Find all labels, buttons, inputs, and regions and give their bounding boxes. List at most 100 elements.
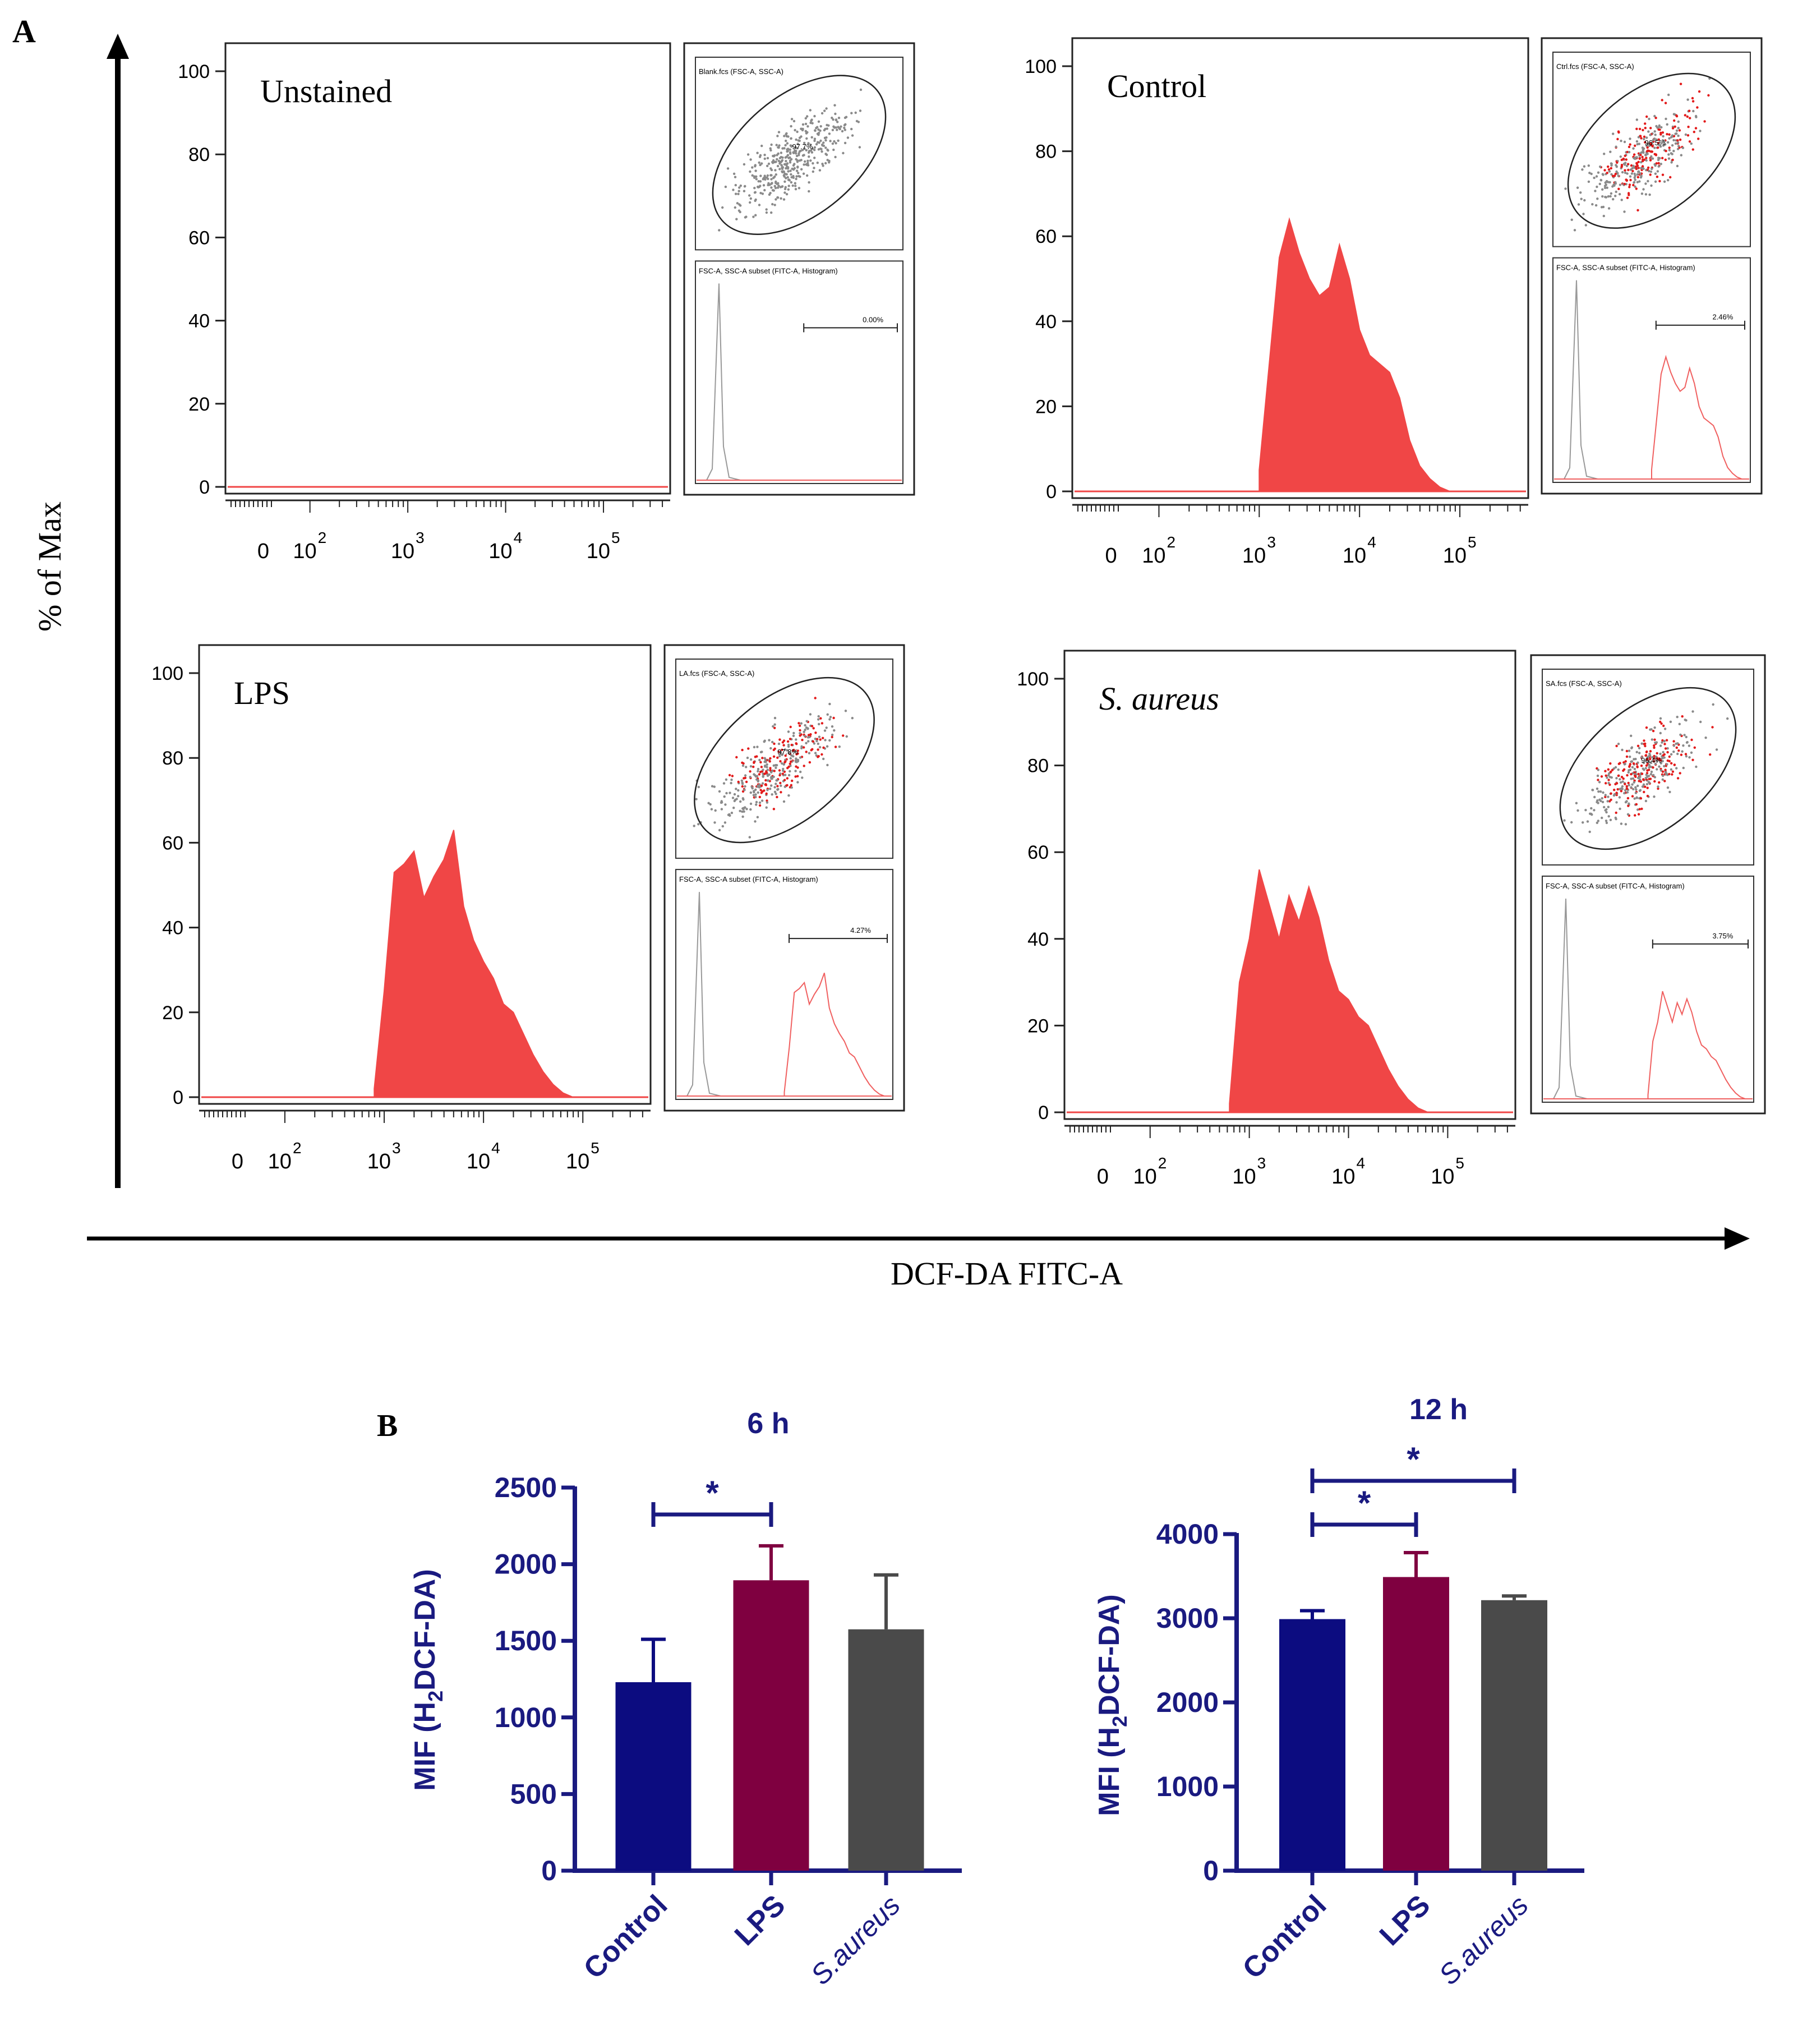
scatter-dot (752, 215, 755, 218)
scatter-dot (1677, 127, 1680, 130)
scatter-dot (768, 759, 771, 763)
scatter-dot (846, 136, 850, 139)
scatter-dot (1629, 137, 1631, 140)
scatter-dot (854, 111, 857, 114)
scatter-dot (1617, 768, 1620, 771)
scatter-dot (758, 795, 762, 799)
scatter-dot (734, 183, 737, 187)
y-tick-label: 20 (1035, 396, 1057, 417)
scatter-dot (787, 170, 790, 173)
scatter-dot (780, 784, 782, 788)
scatter-dot (1619, 807, 1621, 811)
scatter-dot (763, 188, 766, 192)
scatter-dot (1610, 192, 1613, 195)
scatter-dot (789, 725, 792, 729)
scatter-dot (795, 146, 798, 150)
scatter-dot (718, 790, 721, 793)
scatter-dot (1672, 740, 1675, 743)
scatter-dot (1583, 165, 1586, 168)
scatter-dot (1669, 176, 1672, 179)
scatter-dot (741, 807, 744, 810)
inset-unstained-peak (706, 283, 741, 481)
scatter-dot (1631, 169, 1634, 173)
scatter-dot (1657, 128, 1660, 131)
scatter-dot (799, 756, 802, 759)
scatter-dot (797, 172, 800, 174)
scatter-dot (774, 169, 777, 172)
scatter-dot (1611, 768, 1614, 771)
scatter-dot (1570, 218, 1573, 221)
x-tick-exponent: 2 (1158, 1154, 1167, 1172)
scatter-dot (1649, 761, 1653, 765)
scatter-dot (1662, 754, 1665, 757)
scatter-dot (786, 749, 789, 752)
scatter-dot (766, 763, 768, 766)
scatter-dot (1707, 94, 1710, 97)
scatter-dot (1606, 172, 1608, 174)
scatter-dot (789, 762, 792, 765)
scatter-dot (786, 740, 790, 743)
scatter-dot (720, 801, 723, 804)
scatter-dot (749, 201, 752, 204)
scatter-dot (789, 738, 792, 740)
scatter-dot (789, 770, 791, 773)
scatter-dot (817, 718, 820, 721)
scatter-dot (774, 173, 778, 176)
scatter-dot (767, 177, 769, 181)
scatter-dot (764, 761, 767, 763)
scatter-dot (1699, 130, 1702, 132)
scatter-dot (760, 144, 763, 148)
scatter-dot (1646, 794, 1649, 798)
scatter-dot (780, 151, 783, 154)
scatter-dot (1659, 131, 1662, 135)
scatter-dot (1688, 140, 1691, 143)
scatter-dot (758, 804, 762, 807)
scatter-dot (1681, 715, 1684, 718)
scatter-dot (814, 731, 817, 734)
scatter-dot (1647, 166, 1650, 169)
scatter-dot (770, 211, 773, 214)
scatter-dot (1605, 782, 1607, 785)
scatter-dot (1597, 779, 1599, 781)
scatter-dot (1613, 789, 1616, 791)
scatter-dot (812, 740, 815, 743)
scatter-dot (1588, 830, 1591, 834)
scatter-dot (758, 204, 761, 206)
inset-sample-curve (1647, 991, 1753, 1099)
scatter-dot (1654, 117, 1657, 119)
scatter-dot (809, 143, 812, 146)
scatter-dot (749, 808, 752, 811)
x-tick-label: 10 (268, 1150, 292, 1173)
bar-y-tick-label: 3000 (1156, 1603, 1219, 1634)
scatter-dot (776, 779, 779, 782)
scatter-dot (776, 788, 779, 791)
scatter-dot (1656, 170, 1659, 173)
scatter-dot (1617, 774, 1620, 777)
scatter-dot (1622, 162, 1626, 165)
scatter-dot (1686, 134, 1690, 137)
inset-frame (1541, 37, 1763, 495)
scatter-dot (783, 180, 786, 183)
scatter-dot (1619, 762, 1621, 765)
scatter-dot (1616, 137, 1619, 141)
scatter-dot (1620, 776, 1624, 779)
scatter-dot (1691, 100, 1695, 103)
scatter-dot (1684, 719, 1686, 721)
scatter-dot (1647, 775, 1651, 777)
scatter-dot (720, 808, 723, 811)
scatter-dot (1618, 796, 1621, 799)
scatter-dot (1692, 109, 1695, 113)
scatter-dot (790, 786, 794, 789)
scatter-dot (815, 738, 819, 740)
scatter-dot (1684, 753, 1688, 756)
scatter-dot (1632, 762, 1635, 765)
scatter-dot (1661, 131, 1665, 134)
scatter-dot (834, 745, 837, 748)
scatter-dot (787, 794, 790, 797)
scatter-dot (1673, 125, 1676, 128)
scatter-dot (1603, 805, 1606, 809)
scatter-dot (1609, 818, 1612, 822)
scatter-dot (1601, 195, 1604, 198)
scatter-dot (822, 757, 825, 761)
